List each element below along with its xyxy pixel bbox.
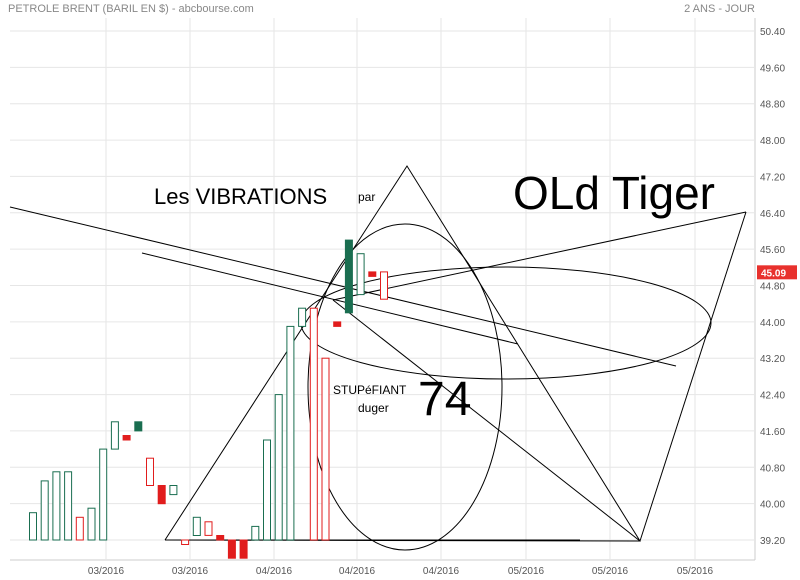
current-price-tag: 45.09 <box>757 265 797 280</box>
candle <box>192 516 201 536</box>
candle <box>169 485 178 496</box>
trend-line-long <box>9 206 677 367</box>
x-tick-label: 04/2016 <box>423 566 460 577</box>
y-tick-label: 44.00 <box>760 318 785 329</box>
candle <box>204 521 213 536</box>
x-tick-label: 03/2016 <box>172 566 209 577</box>
annotation-author: OLd Tiger <box>513 167 715 219</box>
annotation-number: 74 <box>418 373 472 426</box>
diagonal-line <box>332 299 641 542</box>
y-tick-label: 40.80 <box>760 463 785 474</box>
y-tick-label: 46.40 <box>760 209 785 220</box>
annotation-par: par <box>358 190 376 204</box>
candle <box>99 448 108 541</box>
candle <box>380 271 388 300</box>
triangle-right-edge <box>639 211 747 542</box>
trend-line-lower <box>141 252 519 345</box>
candle <box>134 421 143 432</box>
candle <box>110 421 119 450</box>
candle <box>29 512 37 541</box>
x-tick-label: 04/2016 <box>256 566 293 577</box>
candle <box>321 357 330 541</box>
candle <box>344 239 353 314</box>
price-tag-label: 45.09 <box>761 268 786 279</box>
annotation-vibrations: Les VIBRATIONS <box>154 184 328 209</box>
hand-drawn-figures <box>9 165 747 551</box>
y-tick-label: 45.60 <box>760 245 785 256</box>
candle <box>298 307 307 327</box>
y-tick-label: 43.20 <box>760 354 785 365</box>
y-tick-label: 50.40 <box>760 27 785 38</box>
x-axis: 03/2016 03/2016 04/2016 04/2016 04/2016 05/20… <box>88 566 714 577</box>
candle <box>227 539 236 559</box>
candle <box>157 485 166 505</box>
y-tick-label: 48.00 <box>760 136 785 147</box>
y-tick-label: 41.60 <box>760 427 785 438</box>
chart-title: PETROLE BRENT (BARIL EN $) - abcbourse.c… <box>8 3 254 15</box>
grid <box>10 18 756 561</box>
y-tick-label: 39.20 <box>760 536 785 547</box>
candle <box>274 394 283 541</box>
y-tick-label: 40.00 <box>760 500 785 511</box>
candle <box>122 435 131 441</box>
x-tick-label: 05/2016 <box>592 566 629 577</box>
candle <box>216 535 225 541</box>
candle <box>52 471 61 541</box>
y-tick-label: 49.60 <box>760 63 785 74</box>
y-tick-label: 44.80 <box>760 282 785 293</box>
y-axis: 50.40 49.60 48.80 48.00 47.20 46.40 45.60 44.80… <box>760 27 785 547</box>
candle <box>286 325 295 541</box>
candle <box>251 525 260 541</box>
y-tick-label: 48.80 <box>760 100 785 111</box>
y-tick-label: 47.20 <box>760 172 785 183</box>
candle <box>356 253 365 296</box>
x-tick-label: 03/2016 <box>88 566 125 577</box>
x-tick-label: 05/2016 <box>508 566 545 577</box>
candle <box>75 516 84 541</box>
period-label[interactable]: 2 ANS - JOUR <box>684 3 755 15</box>
candle <box>181 539 190 545</box>
candle <box>368 271 377 277</box>
candle <box>333 321 342 327</box>
y-tick-label: 42.40 <box>760 391 785 402</box>
candle <box>263 439 271 541</box>
x-tick-label: 05/2016 <box>677 566 714 577</box>
candle <box>309 307 318 541</box>
annotation-stupefiant: STUPéFIANT <box>333 383 407 397</box>
annotation-duger: duger <box>358 401 389 415</box>
candle <box>87 507 96 541</box>
candle <box>64 471 73 541</box>
ellipse-vertical <box>307 223 503 551</box>
candle <box>146 457 154 487</box>
trend-line-rising <box>332 211 747 301</box>
candle <box>40 480 49 541</box>
candles <box>29 239 388 559</box>
candle <box>239 539 248 559</box>
price-tag-bg <box>757 265 797 280</box>
x-tick-label: 04/2016 <box>339 566 376 577</box>
